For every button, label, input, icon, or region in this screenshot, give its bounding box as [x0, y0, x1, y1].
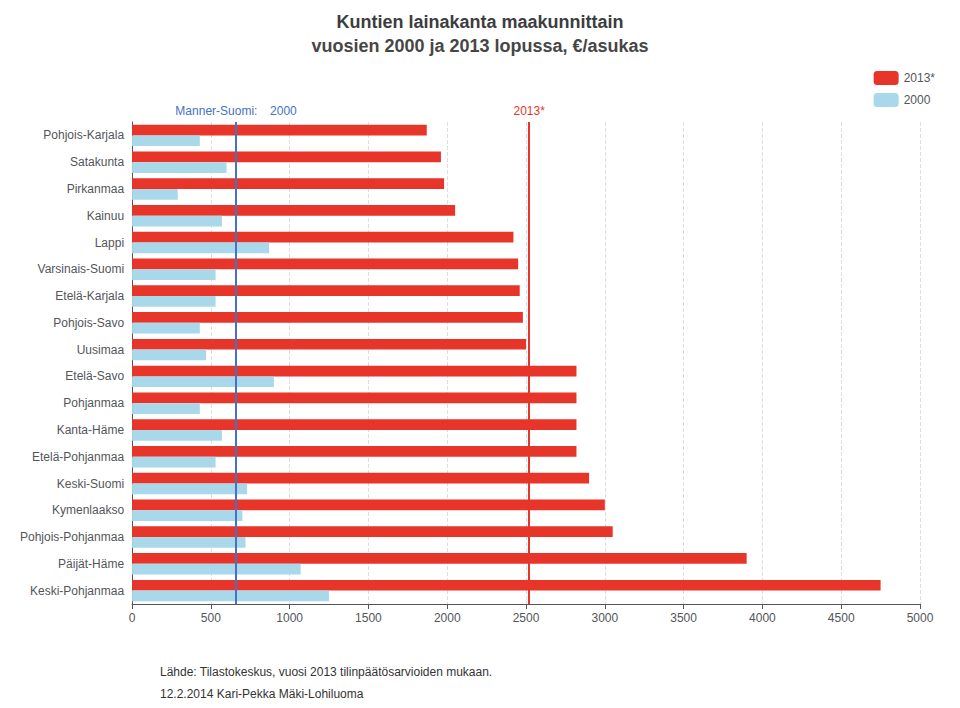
- svg-text:Keski-Suomi: Keski-Suomi: [57, 477, 124, 491]
- svg-text:Päijät-Häme: Päijät-Häme: [58, 557, 124, 571]
- svg-text:Pohjois-Karjala: Pohjois-Karjala: [43, 128, 124, 142]
- svg-text:Kymenlaakso: Kymenlaakso: [52, 503, 124, 517]
- svg-text:Keski-Pohjanmaa: Keski-Pohjanmaa: [30, 584, 124, 598]
- svg-text:Kanta-Häme: Kanta-Häme: [57, 423, 125, 437]
- svg-text:3500: 3500: [670, 611, 697, 625]
- svg-text:vuosien 2000 ja 2013 lopussa,: vuosien 2000 ja 2013 lopussa, €/asukas: [311, 36, 648, 56]
- svg-text:Uusimaa: Uusimaa: [77, 343, 125, 357]
- svg-text:4500: 4500: [828, 611, 855, 625]
- svg-text:Etelä-Karjala: Etelä-Karjala: [55, 289, 124, 303]
- svg-text:5000: 5000: [907, 611, 934, 625]
- svg-text:0: 0: [129, 611, 136, 625]
- svg-text:Satakunta: Satakunta: [70, 155, 124, 169]
- svg-text:2000: 2000: [434, 611, 461, 625]
- svg-text:Lähde: Tilastokeskus, vuosi 20: Lähde: Tilastokeskus, vuosi 2013 tilinpä…: [160, 665, 492, 679]
- svg-text:Varsinais-Suomi: Varsinais-Suomi: [38, 262, 124, 276]
- svg-text:Pirkanmaa: Pirkanmaa: [67, 182, 125, 196]
- svg-text:1500: 1500: [355, 611, 382, 625]
- svg-text:2013*: 2013*: [904, 71, 936, 85]
- svg-text:1000: 1000: [276, 611, 303, 625]
- svg-text:Etelä-Pohjanmaa: Etelä-Pohjanmaa: [32, 450, 124, 464]
- svg-text:2500: 2500: [513, 611, 540, 625]
- svg-text:2013*: 2013*: [513, 104, 545, 118]
- svg-text:4000: 4000: [749, 611, 776, 625]
- svg-text:12.2.2014 Kari-Pekka Mäki-Lohi: 12.2.2014 Kari-Pekka Mäki-Lohiluoma: [160, 687, 364, 701]
- svg-text:Pohjanmaa: Pohjanmaa: [63, 396, 124, 410]
- svg-text:Manner-Suomi: 2000: Manner-Suomi: 2000: [175, 104, 297, 118]
- svg-text:Lappi: Lappi: [95, 236, 124, 250]
- svg-text:Pohjois-Pohjanmaa: Pohjois-Pohjanmaa: [20, 530, 124, 544]
- svg-text:2000: 2000: [904, 93, 931, 107]
- svg-text:Kainuu: Kainuu: [87, 209, 124, 223]
- svg-text:Kuntien lainakanta maakunnitta: Kuntien lainakanta maakunnittain: [336, 12, 623, 32]
- svg-text:Pohjois-Savo: Pohjois-Savo: [53, 316, 124, 330]
- svg-text:500: 500: [201, 611, 221, 625]
- svg-text:3000: 3000: [591, 611, 618, 625]
- svg-text:Etelä-Savo: Etelä-Savo: [65, 369, 124, 383]
